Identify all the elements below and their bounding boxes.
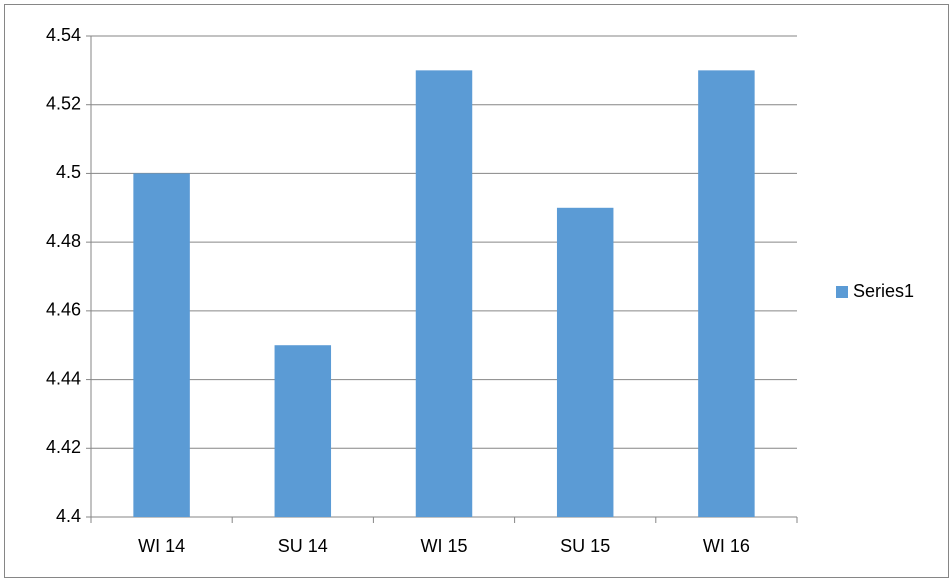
chart-border [4, 4, 949, 578]
y-tick-label: 4.42 [46, 437, 81, 457]
x-tick-label: SU 14 [278, 536, 328, 556]
legend-swatch [836, 286, 848, 298]
bar [698, 70, 755, 517]
bar [556, 207, 614, 518]
x-tick-label: SU 15 [560, 536, 610, 556]
legend-label: Series1 [853, 281, 914, 301]
x-tick-label: WI 14 [138, 536, 185, 556]
y-tick-label: 4.46 [46, 300, 81, 320]
y-tick-label: 4.4 [56, 506, 81, 526]
x-tick-label: WI 15 [420, 536, 467, 556]
y-tick-label: 4.44 [46, 368, 81, 388]
y-tick-label: 4.54 [46, 25, 81, 45]
y-tick-label: 4.5 [56, 162, 81, 182]
y-tick-label: 4.48 [46, 231, 81, 251]
x-tick-label: WI 16 [703, 536, 750, 556]
y-tick-label: 4.52 [46, 93, 81, 113]
bar [274, 345, 332, 517]
bar [415, 70, 473, 517]
bar [133, 173, 190, 517]
